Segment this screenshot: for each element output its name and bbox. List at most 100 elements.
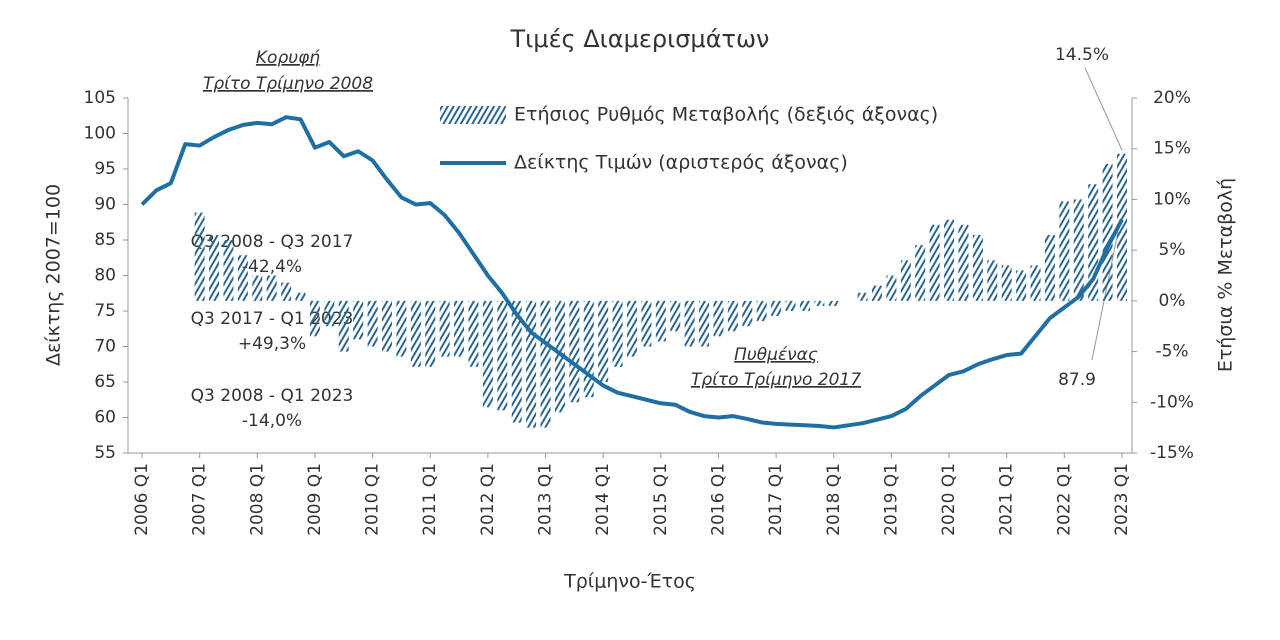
bar [641,300,652,347]
x-tick-label: 2016 Q1 [708,463,728,536]
bar [785,300,796,311]
bar [699,300,710,347]
y-tick-label: 90 [94,195,116,215]
bar [511,300,522,423]
y2-axis-title: Ετήσια % Μεταβολή [1215,178,1237,372]
bar [1030,265,1041,301]
bar [281,282,292,301]
bar [756,300,767,322]
bar [828,300,839,306]
chart-title: Τιμές Διαμερισμάτων [510,25,770,53]
bar [958,224,969,301]
bar [410,300,421,367]
legend-swatch [440,106,506,124]
bar [987,260,998,301]
bar [482,300,493,408]
bar [526,300,537,428]
y2-tick-label: 15% [1153,139,1191,159]
x-tick-label: 2011 Q1 [420,463,440,536]
bar [554,300,565,413]
bar [353,300,364,340]
x-tick-label: 2022 Q1 [1054,463,1074,536]
annotation: +49,3% [238,334,306,354]
bar [266,275,277,301]
bar [382,300,392,352]
y-tick-label: 55 [94,443,116,463]
legend-label: Δείκτης Τιμών (αριστερός άξονας) [514,152,848,174]
bar [900,260,911,301]
annotation: Τρίτο Τρίμηνο 2008 [203,74,373,94]
bar [598,300,609,382]
bar [439,300,450,357]
bar [655,300,666,342]
x-tick-label: 2012 Q1 [478,463,498,536]
bar [540,300,551,428]
annotation: Τρίτο Τρίμηνο 2017 [691,370,861,390]
data-label: 87.9 [1058,370,1096,390]
bar [814,300,825,306]
leader-line [1084,67,1123,151]
bar [627,300,637,357]
bar [727,300,738,332]
x-tick-label: 2014 Q1 [593,463,613,536]
bar [223,240,234,301]
bar [1102,163,1113,301]
legend-label: Ετήσιος Ρυθμός Μεταβολής (δεξιός άξονας) [514,104,938,126]
data-label: 14.5% [1055,45,1109,65]
x-axis-title: Τρίμηνο-Έτος [563,571,696,593]
bar [1044,234,1055,301]
x-tick-label: 2009 Q1 [305,463,325,536]
y2-tick-label: -15% [1150,443,1194,463]
y-tick-label: 105 [84,88,116,108]
bar [1088,184,1099,301]
x-tick-label: 2010 Q1 [363,463,383,536]
bar [972,234,983,301]
bar [1059,201,1070,301]
bar [612,300,623,367]
bar [237,255,248,301]
y-tick-label: 85 [94,230,116,250]
bar [454,300,465,357]
x-tick-label: 2021 Q1 [997,463,1017,536]
x-tick-label: 2007 Q1 [190,463,210,536]
x-tick-label: 2017 Q1 [766,463,786,536]
annotation: -42,4% [242,257,302,277]
bar [194,212,205,301]
y-tick-label: 70 [94,337,116,357]
bar [324,300,335,327]
x-tick-label: 2023 Q1 [1112,463,1132,536]
y2-tick-label: -10% [1150,392,1194,412]
bar [468,300,479,367]
bar [252,275,263,301]
annotation: Κορυφή [256,48,320,68]
bar [367,300,378,347]
bar [929,224,940,301]
y2-tick-label: 0% [1159,291,1186,311]
bar [338,300,349,352]
bar [1073,199,1084,301]
bar [583,300,594,398]
y-tick-label: 95 [94,159,116,179]
bar [713,300,724,337]
x-tick-label: 2018 Q1 [824,463,844,536]
bar [857,292,868,301]
y2-tick-label: 5% [1159,240,1186,260]
x-tick-label: 2020 Q1 [939,463,959,536]
bar [396,300,407,357]
y2-tick-label: 10% [1153,189,1191,209]
bar [799,300,810,311]
bar [569,300,580,403]
y2-tick-label: 20% [1153,88,1191,108]
bar [209,234,220,301]
x-tick-label: 2006 Q1 [132,463,152,536]
annotation: Πυθμένας [734,345,818,365]
x-tick-label: 2015 Q1 [651,463,671,536]
y2-tick-label: -5% [1155,342,1188,362]
line [140,115,1124,430]
y-tick-label: 75 [94,301,116,321]
bar [915,245,926,301]
x-tick-label: 2019 Q1 [881,463,901,536]
annotation: -14,0% [242,411,302,431]
bar [684,300,695,347]
